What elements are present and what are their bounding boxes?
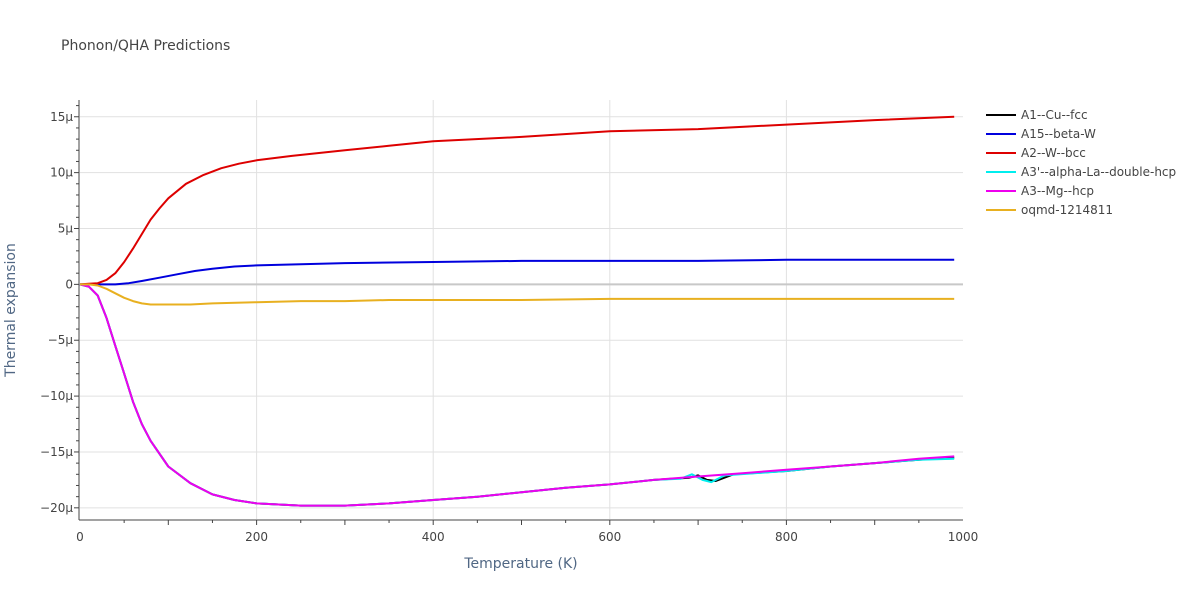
- series-line-3: [79, 283, 955, 507]
- series-line-5: [80, 283, 955, 306]
- y-tick-label: −5μ: [48, 333, 74, 347]
- legend[interactable]: A1--Cu--fcc A15--beta-W A2--W--bcc A3'--alp…: [986, 108, 1176, 217]
- series-line-2: [79, 115, 955, 286]
- y-tick-label: −20μ: [40, 501, 73, 515]
- legend-label: A1--Cu--fcc: [1021, 108, 1088, 122]
- legend-item[interactable]: oqmd-1214811: [986, 203, 1113, 217]
- legend-item[interactable]: A3'--alpha-La--double-hcp: [986, 165, 1176, 179]
- y-tick-label: 0: [65, 277, 73, 291]
- y-tick-label: 15μ: [50, 110, 73, 124]
- legend-label: oqmd-1214811: [1021, 203, 1113, 217]
- series-line-4: [79, 283, 955, 507]
- series-layer: [79, 115, 955, 507]
- y-tick-label: −15μ: [40, 445, 73, 459]
- x-tick-label: 200: [245, 530, 268, 544]
- chart-title: Phonon/QHA Predictions: [61, 38, 230, 54]
- legend-item[interactable]: A15--beta-W: [986, 127, 1096, 141]
- y-tick-label: −10μ: [40, 389, 73, 403]
- x-tick-label: 1000: [948, 530, 979, 544]
- legend-label: A3'--alpha-La--double-hcp: [1021, 165, 1176, 179]
- x-tick-label: 800: [775, 530, 798, 544]
- legend-label: A15--beta-W: [1021, 127, 1096, 141]
- legend-label: A2--W--bcc: [1021, 146, 1086, 160]
- series-line-1: [80, 258, 955, 286]
- grid-lines: [80, 100, 963, 519]
- y-axis-title: Thermal expansion: [3, 243, 19, 378]
- x-tick-label: 400: [422, 530, 445, 544]
- legend-label: A3--Mg--hcp: [1021, 184, 1094, 198]
- legend-item[interactable]: A2--W--bcc: [986, 146, 1086, 160]
- y-tick-label: 10μ: [50, 166, 73, 180]
- x-axis-title: Temperature (K): [463, 556, 577, 572]
- x-tick-label: 600: [598, 530, 621, 544]
- x-tick-label: 0: [76, 530, 84, 544]
- series-line-0: [79, 283, 955, 507]
- y-tick-label: 5μ: [58, 221, 74, 235]
- legend-item[interactable]: A1--Cu--fcc: [986, 108, 1088, 122]
- legend-item[interactable]: A3--Mg--hcp: [986, 184, 1094, 198]
- axes: 0 200 400 600 800 1000 15μ 10μ 5μ 0 −5μ −10μ −15μ −20…: [40, 100, 978, 544]
